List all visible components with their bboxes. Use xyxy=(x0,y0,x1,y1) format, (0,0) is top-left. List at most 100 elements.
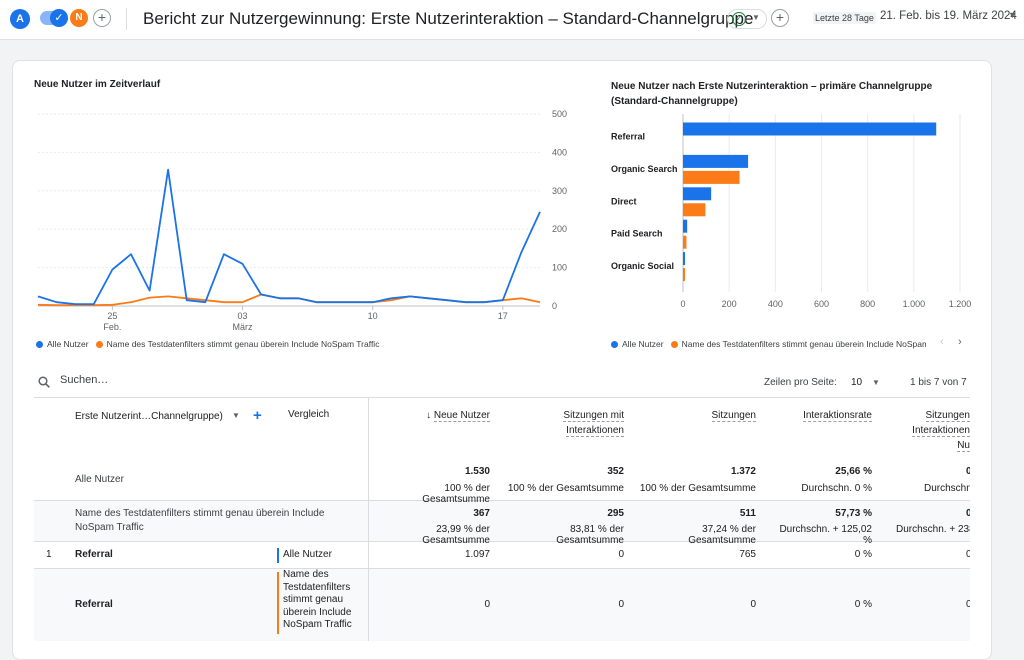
segment-totals-label: Name des Testdatenfilters stimmt genau ü… xyxy=(75,508,325,533)
bar xyxy=(683,268,685,282)
line-chart-title: Neue Nutzer im Zeitverlauf xyxy=(34,79,161,90)
total-value: 367 xyxy=(473,508,490,519)
add-dimension-button[interactable]: + xyxy=(253,407,262,424)
row-segment: Name des Testdatenfilters stimmt genau ü… xyxy=(283,569,352,630)
cell-value: 0 xyxy=(884,549,970,560)
total-subtext: Durchschn. + 125,02 % xyxy=(779,524,872,546)
row-divider xyxy=(34,541,970,542)
cell-value: 0 xyxy=(618,549,624,560)
cell-value: 0 xyxy=(750,599,756,610)
row-segment: Alle Nutzer xyxy=(283,549,332,560)
date-range-picker[interactable]: 21. Feb. bis 19. März 2024 xyxy=(880,10,1017,22)
y-tick-label: 300 xyxy=(552,186,567,196)
legend-dot-blue xyxy=(611,340,618,348)
chevron-right-icon[interactable]: › xyxy=(958,336,962,348)
column-header-sessions-per-user[interactable]: Sitzungen Interaktionen Nu xyxy=(912,410,970,452)
total-value: 0 xyxy=(884,466,970,477)
row-background xyxy=(34,568,970,641)
x-tick-label: 03 xyxy=(238,311,248,321)
legend-label: Alle Nutzer xyxy=(622,339,664,349)
rows-per-page-label: Zeilen pro Seite: xyxy=(764,377,837,388)
chevron-down-icon[interactable]: ▼ xyxy=(232,411,240,420)
total-subtext: 100 % der Gesamtsumme xyxy=(639,483,756,494)
x-tick-label: 0 xyxy=(680,299,685,309)
category-label: Referral xyxy=(611,132,645,142)
row-channel[interactable]: Referral xyxy=(75,599,113,610)
add-comparison-button[interactable]: + xyxy=(93,9,111,27)
column-header-engaged-sessions[interactable]: Sitzungen mit Interaktionen xyxy=(563,410,624,437)
legend-dot-blue xyxy=(36,340,43,348)
total-subtext: Durchschn. xyxy=(924,483,970,494)
chevron-left-icon[interactable]: ‹ xyxy=(940,336,944,348)
bar xyxy=(683,170,740,184)
search-input[interactable] xyxy=(60,374,360,386)
bar xyxy=(683,252,685,266)
total-value: 352 xyxy=(607,466,624,477)
data-table: Erste Nutzerint…Channelgruppe) ▼ + Vergl… xyxy=(34,397,970,641)
y-tick-label: 200 xyxy=(552,224,567,234)
total-subtext: Durchschn. 0 % xyxy=(801,483,872,494)
y-tick-label: 0 xyxy=(552,301,557,311)
totals-label: Alle Nutzer xyxy=(75,474,124,485)
compare-header: Vergleich xyxy=(288,409,330,420)
rows-per-page-select[interactable]: 10 xyxy=(851,377,863,388)
x-tick-label: 1.000 xyxy=(903,299,926,309)
dimension-header[interactable]: Erste Nutzerint…Channelgruppe) xyxy=(75,411,223,422)
y-tick-label: 500 xyxy=(552,109,567,119)
x-tick-label: 10 xyxy=(368,311,378,321)
chevron-down-icon[interactable]: ▼ xyxy=(872,378,880,387)
bar xyxy=(683,122,937,136)
cell-value: 1.097 xyxy=(464,549,490,560)
row-divider xyxy=(34,568,970,569)
cell-value: 0 % xyxy=(854,599,872,610)
total-subtext: 100 % der Gesamtsumme xyxy=(507,483,624,494)
column-header-engagement-rate[interactable]: Interaktionsrate xyxy=(803,410,872,422)
total-value: 295 xyxy=(607,508,624,519)
segment-a-badge[interactable]: A xyxy=(10,9,30,29)
cell-value: 0 % xyxy=(854,549,872,560)
total-value: 511 xyxy=(739,508,756,519)
legend-dot-orange xyxy=(670,340,678,348)
page-title: Bericht zur Nutzergewinnung: Erste Nutze… xyxy=(143,9,754,28)
bar-chart-title: Neue Nutzer nach Erste Nutzerinteraktion… xyxy=(611,81,933,107)
bar xyxy=(683,187,712,201)
segment-indicator-orange xyxy=(277,572,279,634)
check-icon[interactable]: ✓ xyxy=(50,9,68,27)
date-range-label[interactable]: Letzte 28 Tage xyxy=(813,12,876,24)
table-toolbar: Zeilen pro Seite: 10 ▼ 1 bis 7 von 7 xyxy=(34,370,970,396)
status-dropdown[interactable]: ✓ ▼ xyxy=(727,9,767,29)
column-header-new-users[interactable]: ↓ Neue Nutzer xyxy=(426,410,490,422)
bar-chart-legend: Alle Nutzer Name des Testdatenfilters st… xyxy=(611,339,926,349)
cell-value: 765 xyxy=(739,549,756,560)
chevron-down-icon[interactable]: ▼ xyxy=(1008,10,1017,20)
legend-dot-orange xyxy=(95,340,103,348)
x-tick-label: 25 xyxy=(107,311,117,321)
segment-n-badge[interactable]: N xyxy=(70,9,88,27)
row-divider xyxy=(34,500,970,501)
x-tick-sublabel: März xyxy=(233,322,253,332)
total-value: 57,73 % xyxy=(835,508,872,519)
y-tick-label: 100 xyxy=(552,263,567,273)
legend-label: Name des Testdatenfilters stimmt genau ü… xyxy=(106,339,380,349)
x-tick-label: 1.200 xyxy=(949,299,972,309)
add-button[interactable]: + xyxy=(771,9,789,27)
y-tick-label: 400 xyxy=(552,147,567,157)
pagination-info: 1 bis 7 von 7 xyxy=(910,377,967,388)
top-bar: A ✓ N + Bericht zur Nutzergewinnung: Ers… xyxy=(0,0,1024,40)
total-subtext: 83,81 % der Gesamtsumme xyxy=(556,524,624,546)
report-card xyxy=(12,60,992,660)
total-subtext: 37,24 % der Gesamtsumme xyxy=(688,524,756,546)
total-subtext: 23,99 % der Gesamtsumme xyxy=(422,524,490,546)
legend-label: Name des Testdatenfilters stimmt genau ü… xyxy=(681,339,926,349)
sort-arrow-icon: ↓ xyxy=(426,410,434,421)
check-circle-icon: ✓ xyxy=(732,12,746,26)
series-line xyxy=(37,293,541,307)
x-tick-sublabel: Feb. xyxy=(103,322,121,332)
row-channel[interactable]: Referral xyxy=(75,549,113,560)
chevron-down-icon: ▼ xyxy=(752,13,760,22)
x-tick-label: 600 xyxy=(814,299,829,309)
column-header-sessions[interactable]: Sitzungen xyxy=(711,410,756,422)
total-subtext: Durchschn. + 238,0 xyxy=(896,524,970,535)
line-chart-legend: Alle Nutzer Name des Testdatenfilters st… xyxy=(36,339,379,349)
